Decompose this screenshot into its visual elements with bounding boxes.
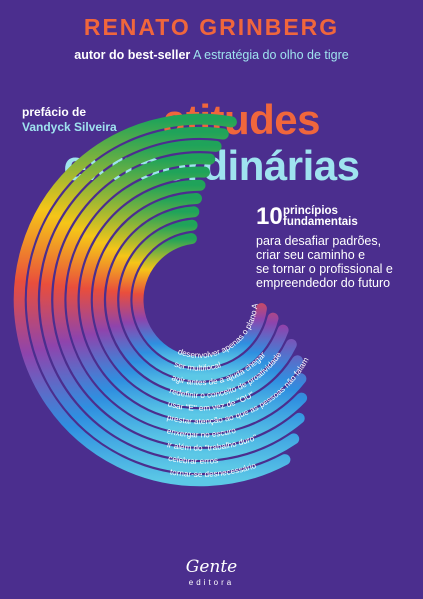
principle-arc [79, 179, 303, 421]
principle-label: celebrar erros [168, 454, 219, 466]
principle-arc [92, 193, 297, 408]
principle-arc [53, 153, 308, 447]
principles-label-1: princípios [283, 205, 338, 217]
principle-arc [13, 113, 291, 487]
subtitle-line-1: para desafiar padrões, [256, 234, 382, 248]
principles-label: princípios fundamentais [283, 205, 358, 228]
principle-arc [106, 206, 289, 394]
principle-arc [26, 126, 300, 474]
publisher-subtitle: editora [188, 578, 235, 587]
principle-label: ser multifocal [173, 360, 222, 373]
preface-label: prefácio de [22, 105, 87, 119]
author-tagline: autor do best-seller A estratégia do olh… [0, 48, 423, 62]
principle-arc [66, 166, 307, 434]
subtitle: para desafiar padrões, criar seu caminho… [256, 234, 421, 290]
subtitle-line-2: criar seu caminho e [256, 248, 366, 262]
author-name: RENATO GRINBERG [83, 14, 340, 40]
principles-label-2: fundamentais [283, 216, 358, 228]
principle-arc [119, 219, 279, 381]
tagline-book-title: A estratégia do olho de tigre [193, 48, 349, 62]
principles-count: 10 [256, 203, 283, 230]
preface-author: Vandyck Silveira [22, 120, 117, 134]
tagline-lead: autor do best-seller [74, 48, 191, 62]
principle-arc [40, 140, 305, 460]
principle-arc [132, 233, 267, 368]
publisher-logo: Gente [185, 557, 238, 577]
subtitle-line-3: se tornar o profissional e [256, 262, 393, 276]
subtitle-line-4: empreendedor do futuro [256, 276, 391, 290]
